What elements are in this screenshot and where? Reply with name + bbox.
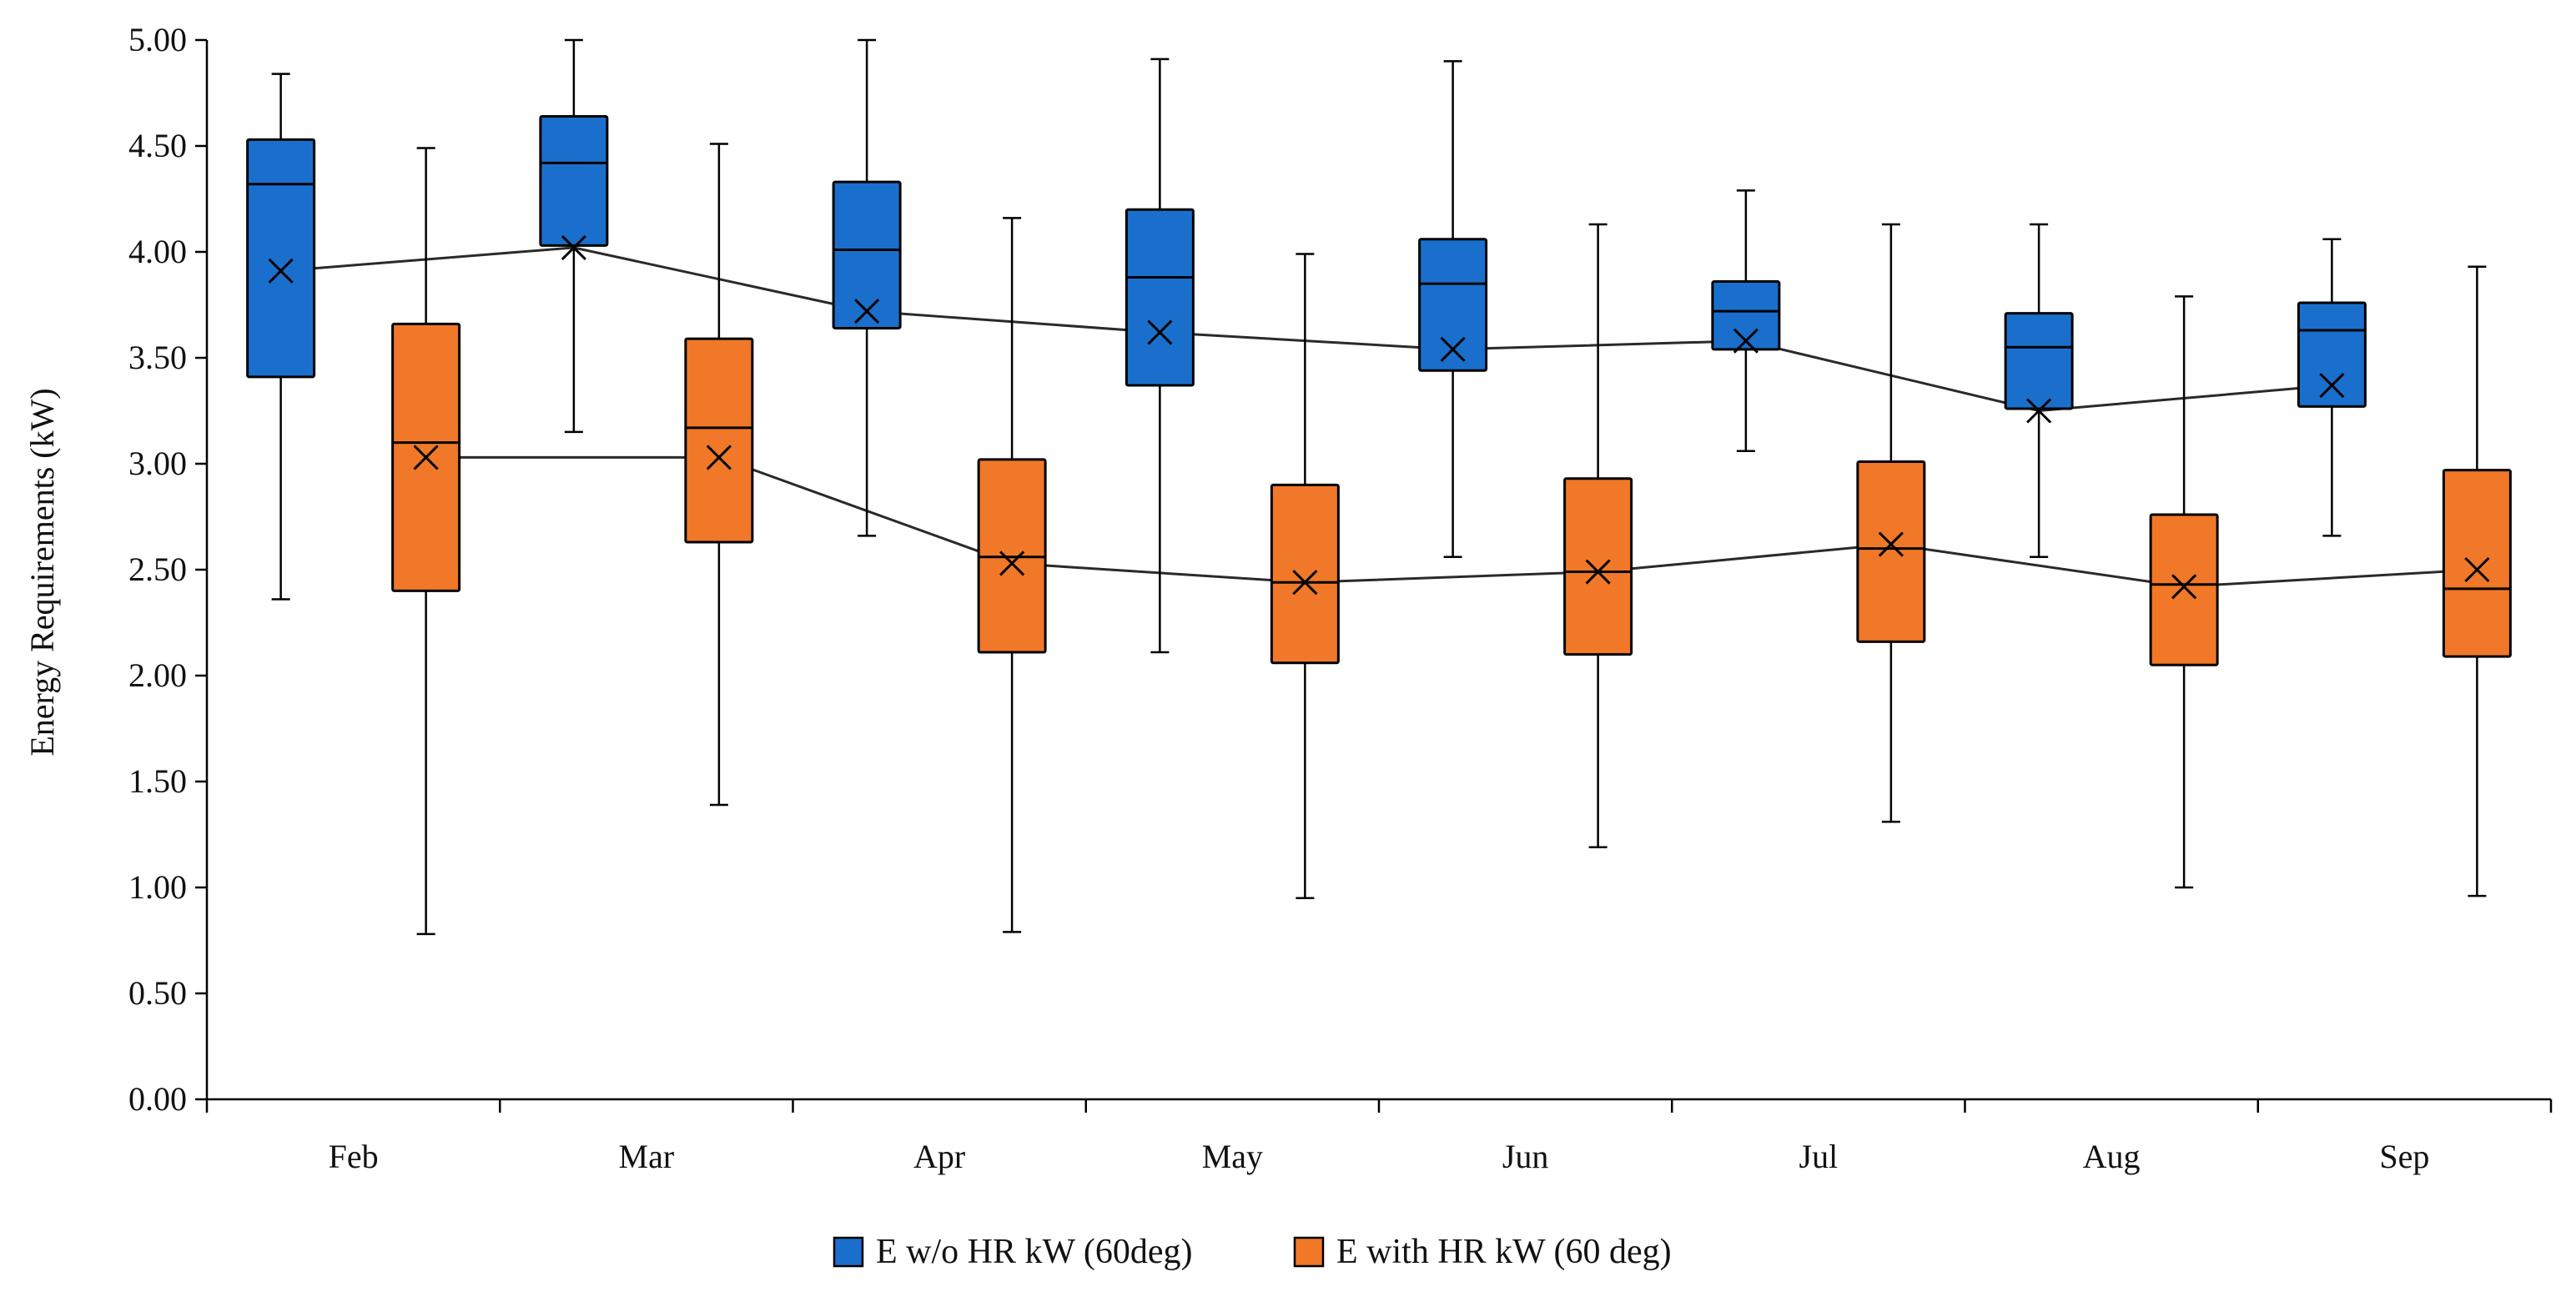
x-tick-label: Jul [1799, 1138, 1839, 1175]
y-axis-ticks: 0.00 0.50 1.00 1.50 2.00 2.50 3.00 3.50 4.00 4.50… [128, 21, 207, 1118]
box-body [2004, 312, 2074, 410]
box-with-hr-may [1270, 253, 1340, 899]
y-tick-label: 0.00 [128, 1080, 187, 1118]
box-without-hr-jul [1711, 189, 1781, 453]
y-tick-label: 3.00 [128, 445, 187, 482]
box-series [246, 38, 2512, 936]
y-tick-label: 3.50 [128, 339, 187, 376]
mean-marker [706, 445, 732, 470]
y-tick-label: 4.50 [128, 127, 187, 164]
y-axis-title: Energy Requirements (kW) [23, 388, 61, 756]
mean-lines [280, 246, 2478, 588]
mean-marker [854, 299, 880, 324]
mean-marker [413, 445, 439, 470]
box-body [1711, 280, 1781, 351]
mean-marker [561, 234, 586, 260]
x-tick-label: Apr [913, 1138, 965, 1175]
legend-label-with-hr: E with HR kW (60 deg) [1336, 1233, 1672, 1271]
mean-line-without-hr [280, 246, 2332, 413]
box-body [1856, 460, 1926, 643]
box-with-hr-apr [977, 217, 1047, 933]
x-tick-label: Jun [1502, 1138, 1549, 1175]
box-without-hr-jun [1418, 60, 1488, 559]
mean-marker [268, 258, 294, 284]
box-without-hr-apr [832, 38, 902, 537]
legend: E w/o HR kW (60deg) E with HR kW (60 deg) [833, 1233, 1672, 1271]
mean-marker [1440, 336, 1466, 362]
box-with-hr-jun [1563, 223, 1633, 848]
box-body [246, 138, 316, 379]
box-body [2297, 301, 2367, 408]
mean-marker [999, 550, 1025, 576]
mean-marker [1147, 319, 1173, 345]
y-tick-label: 4.00 [128, 233, 187, 270]
y-tick-label: 0.50 [128, 974, 187, 1012]
mean-marker [1878, 531, 1904, 557]
x-tick-label: Feb [329, 1138, 379, 1175]
legend-swatch-without-hr [833, 1236, 864, 1268]
mean-marker [2171, 574, 2197, 600]
box-with-hr-jul [1856, 223, 1926, 823]
mean-marker [2464, 556, 2490, 583]
box-without-hr-feb [246, 73, 316, 601]
box-body [1563, 477, 1633, 656]
y-tick-label: 5.00 [128, 21, 187, 58]
box-body [1124, 208, 1195, 387]
box-body [2149, 513, 2219, 666]
box-body [2442, 469, 2512, 658]
axes [205, 40, 2551, 1101]
mean-marker [1585, 559, 1611, 585]
box-with-hr-sep [2442, 265, 2512, 897]
box-without-hr-may [1124, 58, 1195, 654]
box-without-hr-aug [2004, 223, 2074, 559]
box-body [1418, 238, 1488, 372]
mean-line-with-hr [425, 455, 2478, 588]
box-with-hr-mar [684, 143, 754, 807]
box-body [539, 114, 609, 247]
box-with-hr-aug [2149, 295, 2219, 889]
y-tick-label: 2.50 [128, 550, 187, 588]
box-without-hr-sep [2297, 238, 2367, 537]
x-tick-label: Mar [619, 1138, 675, 1175]
box-body [1270, 483, 1340, 665]
x-tick-label: Aug [2083, 1138, 2141, 1175]
legend-label-without-hr: E w/o HR kW (60deg) [876, 1233, 1193, 1271]
x-axis-ticks: Feb Mar Apr May Jun Jul Aug Sep [205, 1099, 2553, 1175]
legend-swatch-with-hr [1293, 1236, 1325, 1268]
box-without-hr-mar [539, 38, 609, 434]
y-tick-label: 1.00 [128, 868, 187, 906]
y-tick-label: 2.00 [128, 656, 187, 694]
box-body [684, 337, 754, 544]
y-tick-label: 1.50 [128, 762, 187, 800]
mean-marker [2026, 398, 2052, 424]
mean-marker [1733, 328, 1758, 354]
x-tick-label: May [1202, 1138, 1263, 1175]
box-with-hr-feb [391, 147, 461, 936]
x-tick-label: Sep [2379, 1138, 2429, 1175]
mean-marker [1292, 570, 1318, 596]
box-body [832, 180, 902, 329]
mean-marker [2319, 372, 2345, 399]
